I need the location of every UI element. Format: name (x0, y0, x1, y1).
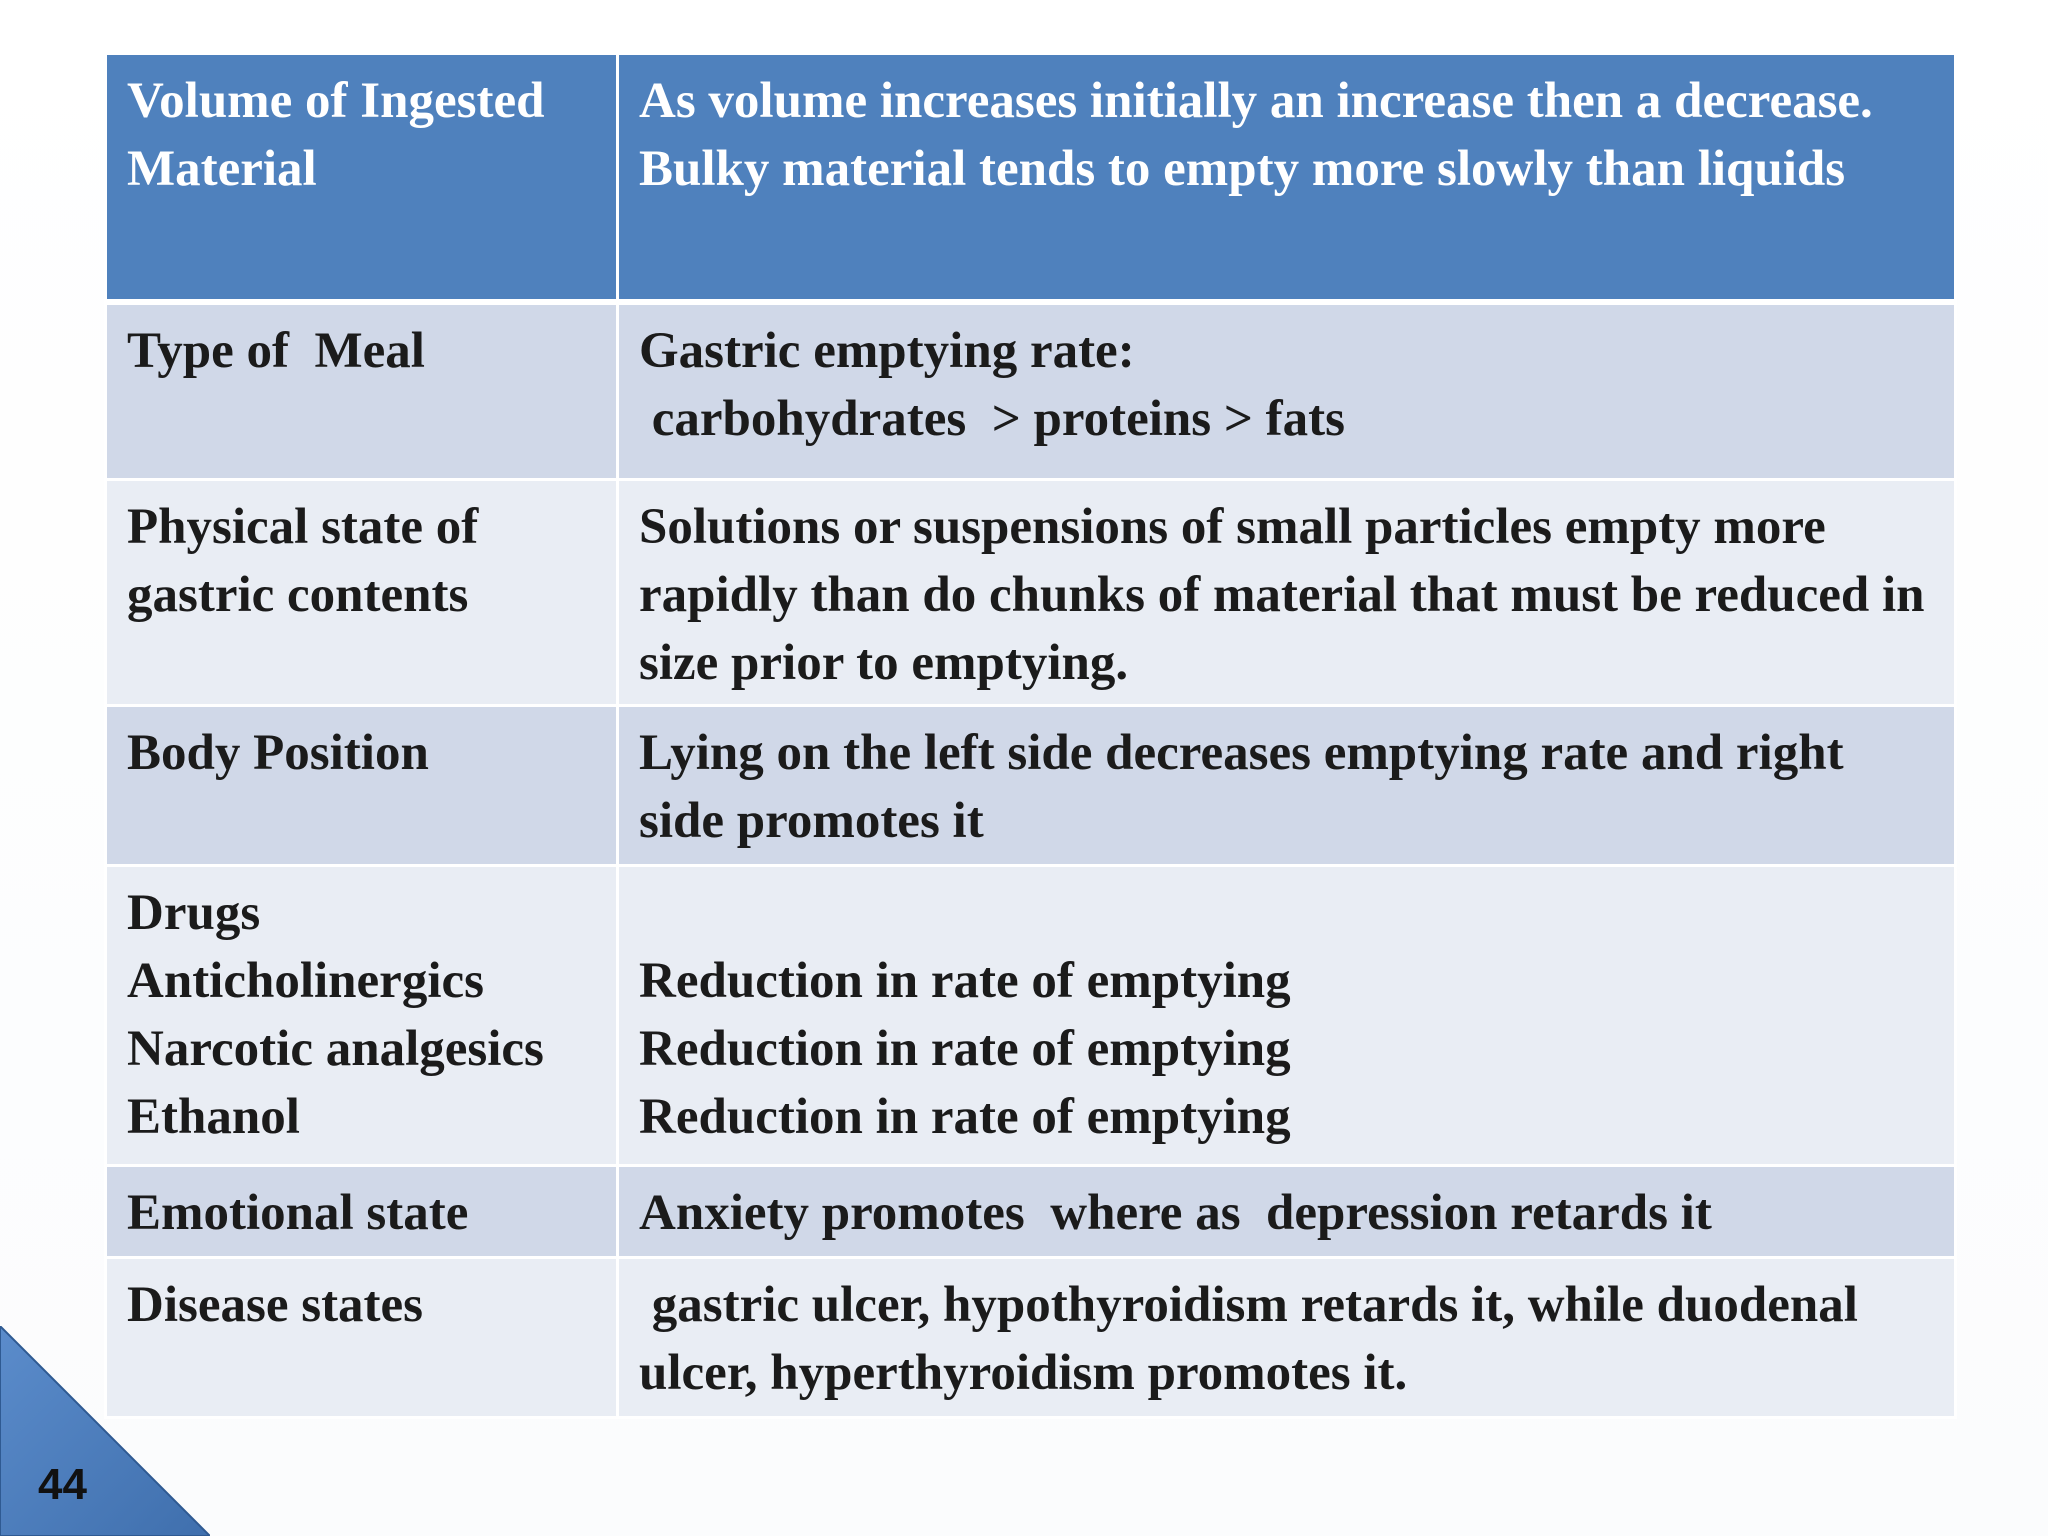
effect-cell: Gastric emptying rate: carbohydrates > p… (616, 300, 1957, 481)
factor-cell: Body Position (104, 704, 619, 867)
effect-cell: Solutions or suspensions of small partic… (616, 478, 1957, 707)
effect-cell: Reduction in rate of emptying Reduction … (616, 864, 1957, 1167)
factor-cell: Volume of Ingested Material (104, 52, 619, 305)
factor-cell: Disease states (104, 1256, 619, 1419)
table-row: Type of Meal Gastric emptying rate: carb… (104, 300, 1957, 481)
factor-cell: Type of Meal (104, 300, 619, 481)
gastric-emptying-factors-table: Volume of Ingested Material As volume in… (104, 52, 1957, 1419)
table-row: Body Position Lying on the left side dec… (104, 704, 1957, 867)
table-header-row: Volume of Ingested Material As volume in… (104, 52, 1957, 305)
table-row: Disease states gastric ulcer, hypothyroi… (104, 1256, 1957, 1419)
slide-number: 44 (38, 1460, 87, 1509)
factor-cell: Drugs Anticholinergics Narcotic analgesi… (104, 864, 619, 1167)
factor-cell: Emotional state (104, 1164, 619, 1259)
effect-cell: Lying on the left side decreases emptyin… (616, 704, 1957, 867)
corner-triangle-decoration (0, 1326, 210, 1536)
factor-cell: Physical state of gastric contents (104, 478, 619, 707)
table-row: Drugs Anticholinergics Narcotic analgesi… (104, 864, 1957, 1167)
table-row: Physical state of gastric contents Solut… (104, 478, 1957, 707)
table-row: Emotional state Anxiety promotes where a… (104, 1164, 1957, 1259)
effect-cell: As volume increases initially an increas… (616, 52, 1957, 305)
effect-cell: gastric ulcer, hypothyroidism retards it… (616, 1256, 1957, 1419)
effect-cell: Anxiety promotes where as depression ret… (616, 1164, 1957, 1259)
